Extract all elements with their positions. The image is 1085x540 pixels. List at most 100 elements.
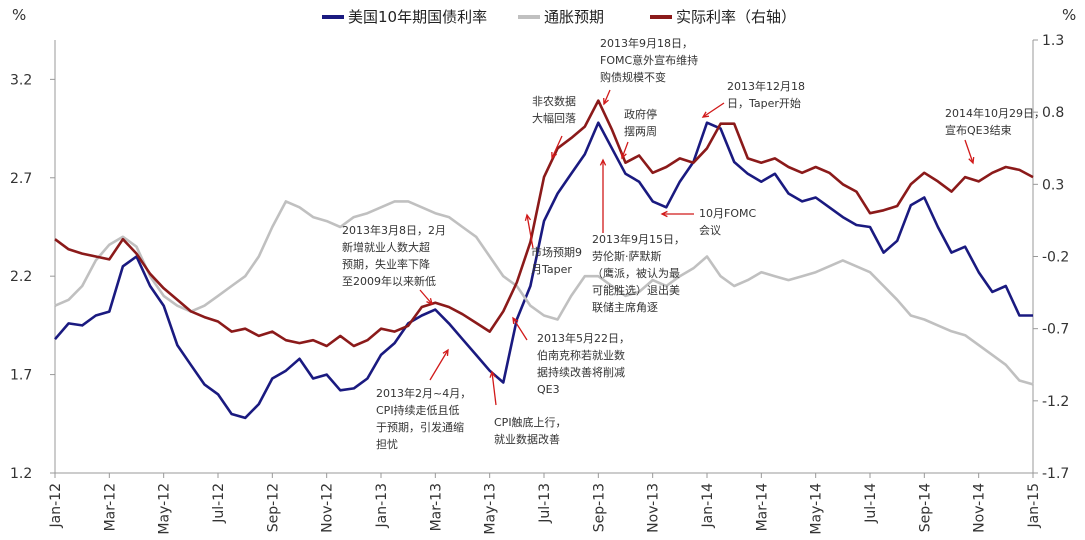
annotation-text: 购债规模不变	[600, 70, 666, 84]
annotation-arrowhead	[620, 151, 627, 160]
annotation-arrow	[702, 102, 725, 118]
x-axis-tick-label: May-12	[157, 483, 173, 535]
legend-label: 实际利率（右轴）	[676, 8, 796, 26]
x-axis-tick-label: Mar-12	[102, 483, 118, 531]
x-axis-tick-label: Jul-12	[211, 483, 227, 524]
x-axis-tick-label: Jul-14	[863, 483, 879, 524]
annotation-text: 就业数据改善	[494, 432, 560, 446]
annotation-text: 于预期，引发通缩	[376, 420, 464, 434]
annotation-arrowhead	[660, 210, 668, 218]
annotation-arrowhead	[599, 158, 607, 166]
right-axis-tick-label: 0.8	[1042, 105, 1064, 121]
annotation-text: 担忧	[376, 437, 398, 451]
annotation-arrowhead	[512, 316, 519, 325]
annotation-text: 政府停	[624, 107, 657, 121]
annotation-text: 新增就业人数大超	[342, 240, 430, 254]
annotation-arrowhead	[701, 111, 710, 118]
annotation-arrow	[603, 89, 611, 105]
annotation-text: 日，Taper开始	[727, 96, 801, 110]
annotation-text: 据持续改善将削减	[537, 365, 625, 379]
right-axis-tick-label: -0.2	[1042, 250, 1069, 266]
annotation-arrow	[551, 135, 563, 159]
x-axis-tick-label: Jul-13	[537, 483, 553, 524]
x-axis-tick-label: Jan-14	[700, 483, 716, 529]
annotation-text: CPI触底上行，	[494, 415, 567, 429]
chart-legend: 美国10年期国债利率 通胀预期 实际利率（右轴）	[322, 8, 796, 26]
annotation-text: 2013年5月22日，	[537, 331, 630, 345]
x-axis-tick-label: Sep-12	[265, 483, 281, 532]
annotation-text: 联储主席角逐	[592, 300, 658, 314]
left-axis-tick-label: 2.7	[10, 171, 32, 187]
annotation-text: QE3	[537, 383, 560, 396]
annotation-arrow	[491, 371, 497, 406]
annotation-text: 2014年10月29日，	[945, 106, 1045, 120]
annotation-arrow	[964, 139, 974, 164]
x-axis-tick-label: Jan-13	[374, 483, 390, 528]
annotation-arrowhead	[442, 348, 449, 357]
annotation-text: 至2009年以来新低	[342, 274, 436, 288]
annotation-text: 非农数据	[532, 94, 576, 108]
x-axis-tick-label: Sep-13	[591, 483, 607, 532]
annotation-arrowhead	[524, 213, 532, 221]
annotation-text: 市场预期9	[531, 245, 582, 259]
annotation-arrow	[419, 289, 433, 305]
annotation-arrow	[526, 214, 534, 249]
x-axis-tick-label: Nov-13	[646, 483, 662, 533]
right-axis-tick-label: -1.7	[1042, 466, 1069, 482]
annotation-text: 预期，失业率下降	[342, 257, 430, 271]
x-axis-tick-label: Mar-14	[754, 483, 770, 531]
annotation-text: 劳伦斯·萨默斯	[592, 249, 662, 263]
annotation-text: 2013年2月~4月，	[376, 386, 471, 400]
annotation-text: FOMC意外宣布维持	[600, 53, 698, 67]
legend-label: 美国10年期国债利率	[348, 8, 487, 26]
annotation-text: CPI持续走低且低	[376, 403, 460, 417]
annotation-arrowhead	[551, 151, 558, 160]
annotation-text: 摆两周	[624, 124, 657, 138]
annotation-arrowhead	[426, 298, 433, 306]
left-axis-tick-label: 3.2	[10, 72, 32, 88]
left-axis-tick-label: 1.2	[10, 466, 32, 482]
left-axis-tick-label: 1.7	[10, 368, 32, 384]
annotation-arrow	[512, 317, 528, 341]
right-axis-tick-label: 0.3	[1042, 177, 1064, 193]
x-axis-tick-label: May-14	[809, 483, 825, 535]
right-axis-tick-label: -1.2	[1042, 394, 1069, 410]
annotation-arrow	[429, 349, 449, 381]
annotation-text: 宣布QE3结束	[945, 123, 1012, 137]
annotation-text: 2013年3月8日，2月	[342, 223, 446, 237]
x-axis-tick-label: May-13	[483, 483, 499, 535]
right-axis-tick-label: -0.7	[1042, 322, 1069, 338]
annotation-text: 月Taper	[531, 263, 572, 276]
annotation-text: 2013年9月15日，	[592, 232, 685, 246]
x-axis-tick-label: Sep-14	[917, 483, 933, 532]
x-axis-tick-label: Nov-12	[320, 483, 336, 533]
annotation-text: 2013年12月18	[727, 79, 805, 93]
x-axis-tick-label: Jan-12	[48, 483, 64, 528]
right-axis-tick-label: 1.3	[1042, 33, 1064, 49]
annotation-arrowhead	[968, 156, 975, 165]
annotation-text: 10月FOMC	[699, 207, 756, 220]
x-axis-tick-label: Mar-13	[428, 483, 444, 531]
series-line-3	[54, 99, 1034, 348]
annotation-text: 会议	[699, 224, 721, 237]
x-axis-tick-label: Nov-14	[972, 483, 988, 533]
annotation-text: 伯南克称若就业数	[537, 348, 625, 362]
x-axis-tick-label: Jan-15	[1026, 483, 1042, 528]
annotation-arrowhead	[603, 97, 609, 106]
legend-label: 通胀预期	[544, 8, 604, 26]
annotation-text: （鹰派，被认为最	[592, 266, 680, 280]
chart-axes: 1.2 1.7 2.2 2.7 3.2 -1.7 -1.2 -0.7 -0.2 0.3 0.8 1.3…	[10, 33, 1069, 535]
annotation-arrowhead	[489, 370, 496, 378]
right-axis-unit: %	[1062, 6, 1076, 24]
annotation-text: 大幅回落	[532, 111, 576, 125]
series-line-2	[54, 200, 1034, 386]
annotation-arrow	[621, 141, 629, 159]
series-line-1	[54, 121, 1033, 420]
annotation-text: 2013年9月18日，	[600, 36, 693, 50]
annotation-text: 可能胜选）退出美	[592, 283, 680, 297]
left-axis-unit: %	[12, 6, 26, 24]
chart-series-lines	[54, 99, 1034, 420]
left-axis-tick-label: 2.2	[10, 269, 32, 285]
